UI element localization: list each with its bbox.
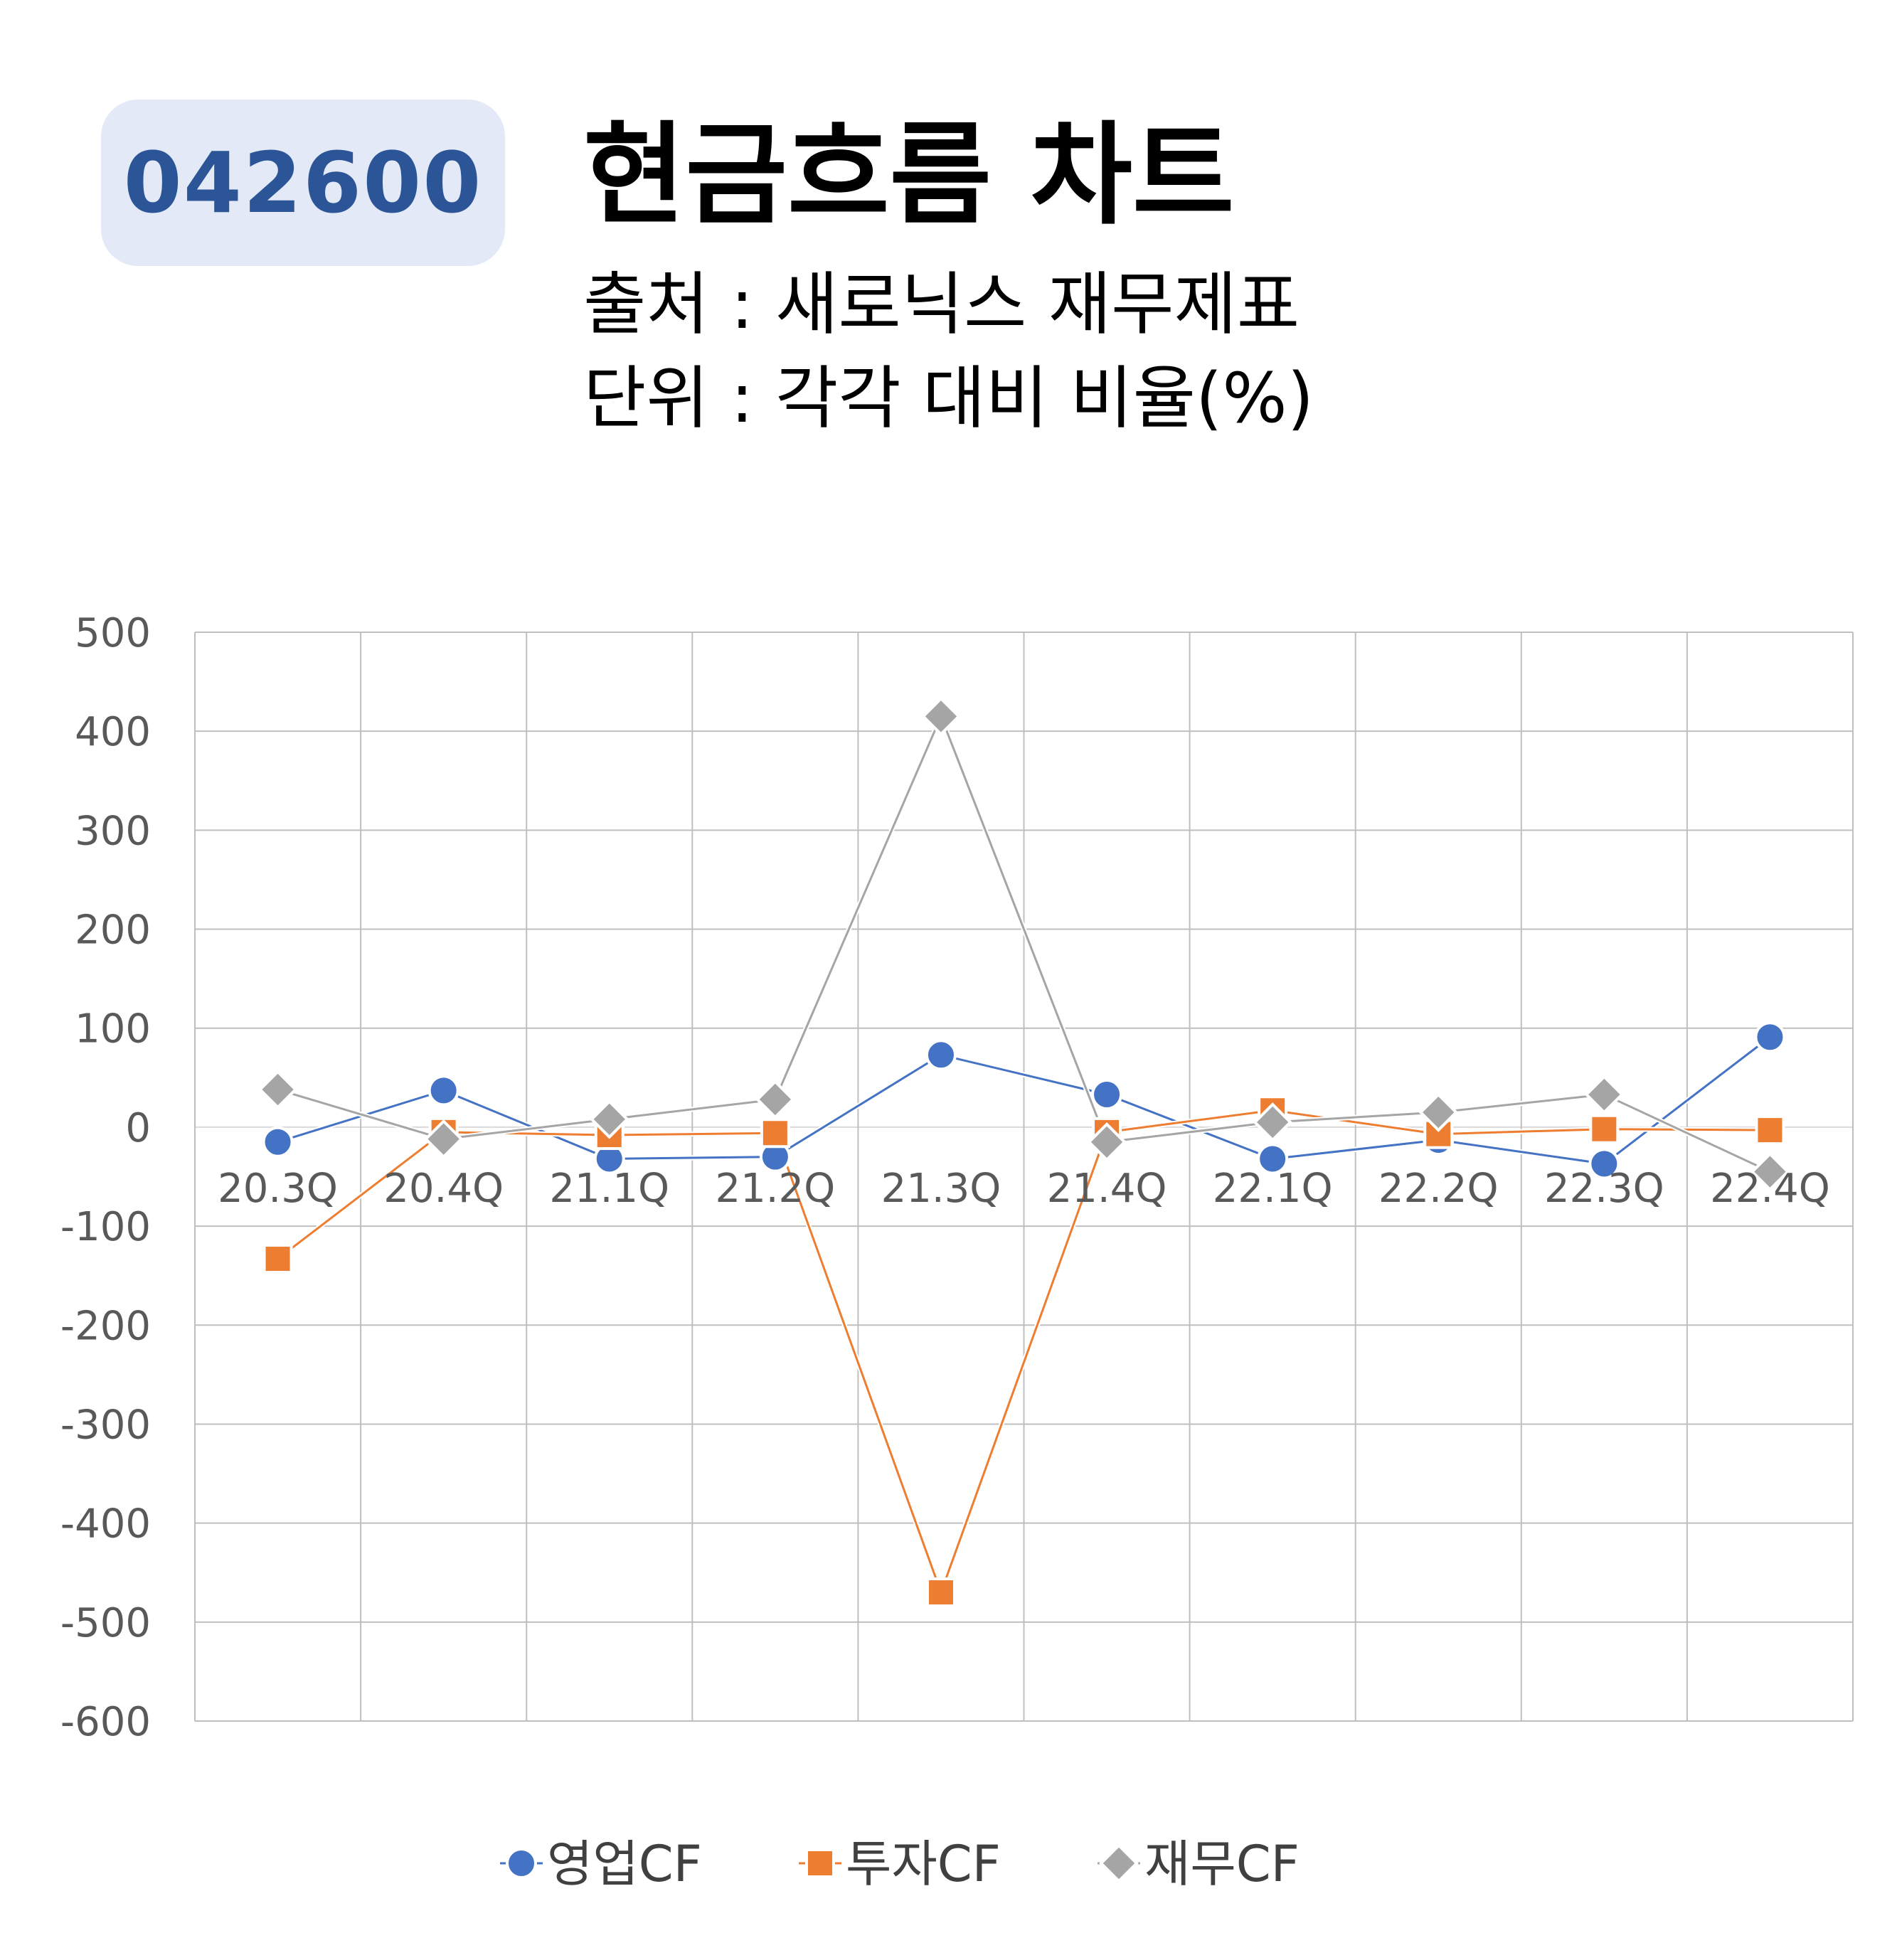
unit-note: 단위 : 각각 대비 비율(%) <box>583 358 1314 438</box>
y-tick-label: 200 <box>75 907 151 954</box>
y-tick-label: 400 <box>75 709 151 755</box>
data-point-square <box>1755 1115 1785 1146</box>
x-tick-label: 22.1Q <box>1213 1166 1333 1212</box>
data-point-square <box>925 1577 956 1608</box>
data-point-diamond <box>257 1070 298 1109</box>
y-tick-label: 300 <box>75 808 151 854</box>
series-line <box>277 713 1771 1173</box>
data-point-circle <box>262 1126 294 1158</box>
legend-label: 투자CF <box>846 1835 1001 1893</box>
y-tick-label: 500 <box>75 610 151 656</box>
grid <box>194 632 1854 1722</box>
data-point-diamond <box>1253 1102 1292 1142</box>
x-tick-label: 22.3Q <box>1544 1166 1664 1212</box>
x-tick-label: 21.4Q <box>1047 1166 1167 1212</box>
data-point-diamond <box>755 1080 795 1119</box>
data-point-circle <box>1588 1148 1620 1180</box>
y-tick-label: -500 <box>60 1600 151 1646</box>
legend-marker-circle <box>506 1848 537 1879</box>
data-point-diamond <box>423 1119 464 1159</box>
data-point-diamond <box>589 1099 629 1139</box>
data-point-circle <box>1257 1143 1289 1175</box>
series-line <box>277 1036 1771 1165</box>
x-tick-label: 22.4Q <box>1710 1166 1830 1212</box>
y-axis-ticks: 500 400 300 200 100 0 -100 -200 -300 -400 -500 -600 <box>60 610 151 1745</box>
data-point-circle <box>427 1075 459 1107</box>
data-point-square <box>1589 1114 1620 1144</box>
x-tick-label: 21.2Q <box>715 1166 835 1212</box>
legend: 영업CF 투자CF 재무CF <box>500 1835 1300 1893</box>
x-tick-label: 20.3Q <box>218 1166 338 1212</box>
y-tick-label: -600 <box>60 1699 151 1745</box>
chart-title: 현금흐름 차트 <box>583 110 1235 240</box>
x-tick-label: 21.3Q <box>881 1166 1001 1212</box>
source-note: 출처 : 새로닉스 재무제표 <box>583 265 1300 344</box>
x-axis-ticks: 20.3Q 20.4Q 21.1Q 21.2Q 21.3Q 21.4Q 22.1Q 22.2Q… <box>218 1166 1830 1212</box>
y-tick-label: -200 <box>60 1303 151 1349</box>
data-point-square <box>262 1244 293 1274</box>
x-tick-label: 21.1Q <box>549 1166 669 1212</box>
y-tick-label: 0 <box>125 1105 151 1151</box>
data-point-square <box>760 1118 790 1149</box>
data-point-diamond <box>1087 1122 1127 1162</box>
data-point-circle <box>1754 1021 1786 1053</box>
stock-code: 042600 <box>123 134 483 232</box>
data-point-diamond <box>1584 1075 1625 1114</box>
x-tick-label: 22.2Q <box>1378 1166 1499 1212</box>
y-tick-label: 100 <box>75 1006 151 1053</box>
series-lines <box>257 696 1790 1608</box>
y-tick-label: -100 <box>60 1204 151 1250</box>
y-tick-label: -300 <box>60 1402 151 1448</box>
legend-label: 재무CF <box>1144 1835 1300 1893</box>
data-point-circle <box>925 1039 957 1071</box>
series-line <box>277 1109 1770 1596</box>
legend-marker-square <box>805 1848 835 1878</box>
stock-code-badge: 042600 <box>101 100 505 266</box>
legend-label: 영업CF <box>547 1835 702 1893</box>
data-point-diamond <box>1418 1092 1459 1132</box>
y-tick-label: -400 <box>60 1501 151 1548</box>
legend-marker-diamond <box>1099 1843 1139 1883</box>
data-point-diamond <box>921 696 961 737</box>
data-point-diamond <box>1750 1151 1790 1192</box>
x-tick-label: 20.4Q <box>383 1166 504 1212</box>
data-point-circle <box>1091 1078 1123 1110</box>
